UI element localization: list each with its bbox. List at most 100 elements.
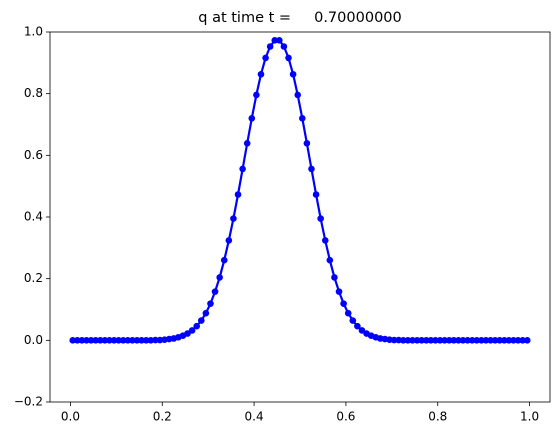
- point: [519, 337, 526, 344]
- point: [390, 336, 398, 344]
- point: [225, 237, 233, 244]
- point: [340, 300, 347, 307]
- point: [280, 43, 288, 50]
- point: [133, 337, 141, 344]
- point: [96, 337, 104, 344]
- point: [468, 337, 476, 344]
- point: [276, 37, 283, 44]
- point: [285, 54, 292, 62]
- point: [110, 337, 118, 344]
- point: [271, 37, 279, 44]
- point: [207, 300, 214, 307]
- point: [253, 91, 260, 99]
- y-tick-label: 0.6: [24, 148, 43, 162]
- point: [234, 191, 242, 198]
- point: [257, 70, 265, 78]
- point: [344, 309, 352, 317]
- point: [115, 337, 122, 344]
- point: [78, 337, 86, 344]
- point: [501, 337, 508, 344]
- point: [427, 337, 435, 344]
- point: [129, 337, 136, 344]
- point: [298, 115, 306, 122]
- point: [335, 288, 343, 295]
- y-tick-label: −0.2: [14, 395, 43, 409]
- point: [83, 337, 90, 344]
- x-tick-label: 0.6: [336, 410, 355, 424]
- point: [92, 337, 99, 344]
- point: [510, 337, 517, 344]
- point: [317, 215, 324, 222]
- point: [326, 256, 334, 264]
- point: [152, 336, 159, 344]
- y-tick-label: 0.2: [24, 271, 43, 285]
- point: [473, 337, 481, 344]
- x-tick-label: 0.4: [245, 410, 264, 424]
- point: [101, 337, 109, 344]
- point: [482, 337, 490, 344]
- point: [303, 140, 311, 147]
- point: [188, 327, 196, 334]
- y-tick-label: 1.0: [24, 25, 43, 39]
- point: [478, 337, 485, 344]
- y-tick-label: 0.0: [24, 333, 43, 347]
- point: [248, 115, 256, 122]
- point: [266, 43, 274, 50]
- point: [239, 165, 246, 173]
- x-tick-label: 1.0: [520, 410, 539, 424]
- point: [142, 337, 150, 344]
- point: [138, 337, 145, 344]
- point: [400, 337, 407, 344]
- point: [418, 337, 425, 344]
- point: [193, 322, 200, 330]
- point: [422, 337, 430, 344]
- point: [441, 337, 448, 344]
- point: [74, 337, 81, 344]
- point: [321, 237, 329, 244]
- point: [404, 337, 412, 344]
- point: [413, 337, 421, 344]
- point: [331, 274, 338, 281]
- point: [491, 337, 499, 344]
- point: [354, 322, 361, 330]
- point: [459, 337, 467, 344]
- point: [294, 91, 302, 99]
- point: [197, 317, 205, 324]
- point: [436, 337, 444, 344]
- point: [455, 337, 462, 344]
- point: [69, 337, 77, 344]
- point: [409, 337, 416, 344]
- point: [445, 337, 453, 344]
- point: [349, 317, 357, 324]
- point: [262, 54, 269, 62]
- point: [87, 337, 95, 344]
- x-tick-label: 0.0: [61, 410, 80, 424]
- point: [289, 70, 297, 78]
- point: [220, 256, 228, 264]
- point: [202, 309, 210, 317]
- x-tick-label: 0.2: [153, 410, 172, 424]
- point: [243, 140, 251, 147]
- y-tick-label: 0.4: [24, 210, 43, 224]
- point: [487, 337, 494, 344]
- point: [496, 337, 504, 344]
- point: [106, 337, 113, 344]
- point: [505, 337, 513, 344]
- point: [211, 288, 219, 295]
- point: [514, 337, 522, 344]
- chart-title: q at time t = 0.70000000: [198, 10, 402, 26]
- point: [450, 337, 458, 344]
- point: [230, 215, 237, 222]
- point: [523, 337, 531, 344]
- point: [312, 191, 320, 198]
- point: [216, 274, 223, 281]
- x-tick-label: 0.8: [428, 410, 447, 424]
- y-tick-label: 0.8: [24, 86, 43, 100]
- point: [119, 337, 127, 344]
- point: [464, 337, 471, 344]
- point: [124, 337, 132, 344]
- point: [308, 165, 315, 173]
- point: [432, 337, 439, 344]
